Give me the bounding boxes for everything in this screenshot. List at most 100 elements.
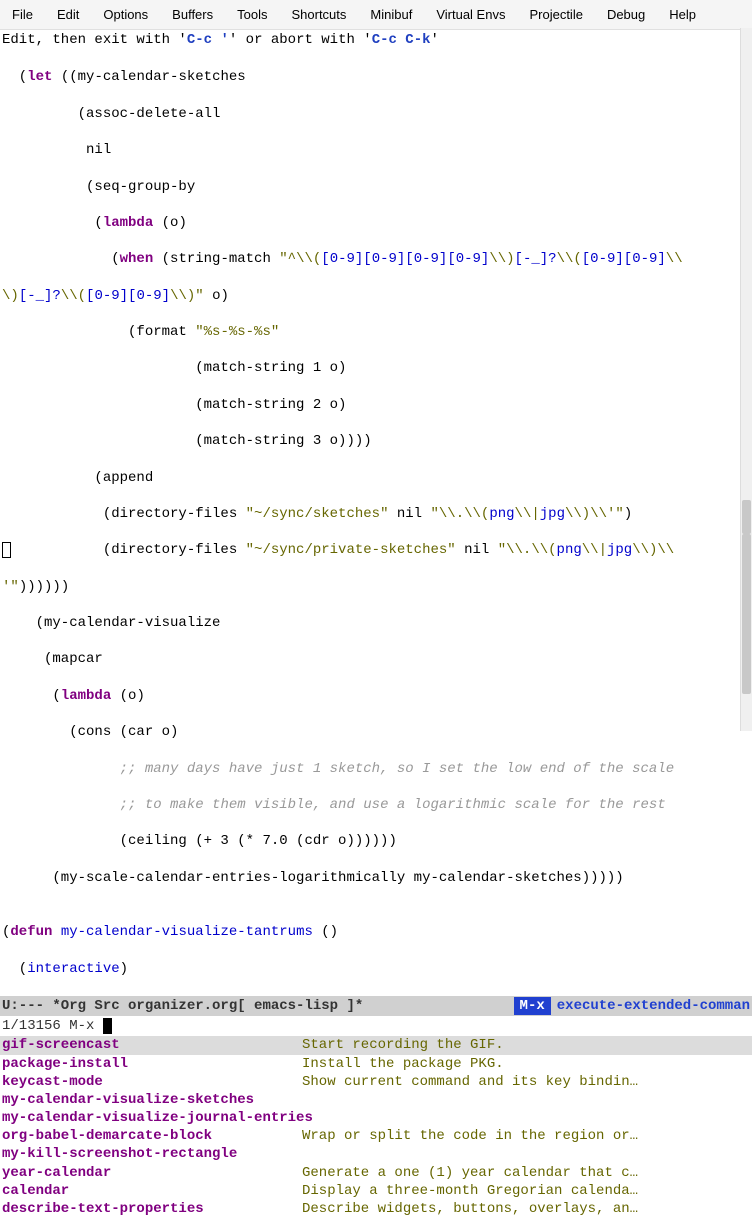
regex-esc: \\| — [515, 506, 540, 522]
regex-esc: \\ — [666, 251, 683, 267]
string: . — [456, 506, 464, 522]
completion-item[interactable]: keycast-modeShow current command and its… — [0, 1073, 752, 1091]
regex-esc: \\)\\ — [632, 542, 674, 558]
edit-hint-mid: ' or abort with ' — [229, 32, 372, 48]
string: "~/sync/private-sketches" — [246, 542, 456, 558]
regex-esc: \) — [2, 288, 19, 304]
completion-item[interactable]: describe-text-propertiesDescribe widgets… — [0, 1200, 752, 1218]
code-text: ( — [2, 688, 61, 704]
minibuffer-status[interactable]: 1/13156 M-x — [0, 1016, 752, 1036]
regex-esc: \\ — [506, 542, 523, 558]
completion-desc: Wrap or split the code in the region or… — [302, 1127, 638, 1145]
code-text: (my-calendar-visualize — [2, 615, 220, 631]
menu-debug[interactable]: Debug — [595, 4, 657, 25]
menu-file[interactable]: File — [0, 4, 45, 25]
completion-cmd: keycast-mode — [2, 1073, 302, 1091]
completion-item[interactable]: package-installInstall the package PKG. — [0, 1055, 752, 1073]
string: "%s-%s-%s" — [195, 324, 279, 340]
regex-grp: png — [557, 542, 582, 558]
completion-list: gif-screencastStart recording the GIF.pa… — [0, 1036, 752, 1218]
regex-esc: \\( — [557, 251, 582, 267]
regex-grp: [-_]? — [19, 288, 61, 304]
code-buffer[interactable]: ( let ((my-calendar-sketches (assoc-delet… — [0, 50, 752, 996]
scrollbar-thumb-2[interactable] — [742, 534, 751, 694]
completion-item[interactable]: my-kill-screenshot-rectangle — [0, 1145, 752, 1163]
completion-item[interactable]: my-calendar-visualize-journal-entries — [0, 1109, 752, 1127]
menu-tools[interactable]: Tools — [225, 4, 279, 25]
completion-cmd: gif-screencast — [2, 1036, 302, 1054]
code-text: (string-match — [153, 251, 279, 267]
menu-edit[interactable]: Edit — [45, 4, 91, 25]
string: "~/sync/sketches" — [246, 506, 389, 522]
completion-desc: Start recording the GIF. — [302, 1036, 504, 1054]
edit-hint-suffix: ' — [431, 32, 439, 48]
code-text: (match-string 2 o) — [2, 397, 346, 413]
code-text: ((my-calendar-sketches — [52, 69, 245, 85]
code-text — [2, 797, 120, 813]
menu-virtual-envs[interactable]: Virtual Envs — [424, 4, 517, 25]
code-text: (o) — [153, 215, 187, 231]
completion-cmd: org-babel-demarcate-block — [2, 1127, 302, 1145]
menu-options[interactable]: Options — [91, 4, 160, 25]
fn-name: interactive — [27, 961, 119, 977]
code-text: ( — [2, 961, 27, 977]
code-text — [2, 761, 120, 777]
string: " — [615, 506, 623, 522]
string: "^ — [279, 251, 296, 267]
keyword-lambda: lambda — [61, 688, 111, 704]
completion-item[interactable]: year-calendarGenerate a one (1) year cal… — [0, 1164, 752, 1182]
scrollbar[interactable] — [740, 28, 752, 731]
string: " — [430, 506, 438, 522]
regex-esc: \\( — [61, 288, 86, 304]
fn-name: my-calendar-visualize-tantrums — [61, 924, 313, 940]
regex-esc: \\ — [439, 506, 456, 522]
code-text — [52, 924, 60, 940]
completion-cmd: year-calendar — [2, 1164, 302, 1182]
regex-esc: \\( — [296, 251, 321, 267]
menu-minibuf[interactable]: Minibuf — [358, 4, 424, 25]
code-text: ( — [2, 215, 103, 231]
keyword-defun: defun — [10, 924, 52, 940]
completion-cmd: my-calendar-visualize-sketches — [2, 1091, 302, 1109]
edit-hint-key2: C-c C-k — [372, 32, 431, 48]
edit-hint-prefix: Edit, then exit with ' — [2, 32, 187, 48]
code-text: (o) — [111, 688, 145, 704]
modeline-cmd: execute-extended-comman — [551, 997, 750, 1015]
completion-desc: Generate a one (1) year calendar that c… — [302, 1164, 638, 1182]
regex-esc: \\( — [464, 506, 489, 522]
completion-cmd: my-calendar-visualize-journal-entries — [2, 1109, 302, 1127]
code-text: () — [313, 924, 338, 940]
code-text: (seq-group-by — [2, 179, 195, 195]
modeline-buffer: U:--- *Org Src organizer.org[ emacs-lisp… — [2, 997, 363, 1015]
regex-esc: \\) — [489, 251, 514, 267]
code-text: (append — [2, 470, 153, 486]
regex-esc: \\) — [170, 288, 195, 304]
regex-esc: \\)\\' — [565, 506, 615, 522]
code-text: ) — [120, 961, 128, 977]
completion-item[interactable]: my-calendar-visualize-sketches — [0, 1091, 752, 1109]
menu-buffers[interactable]: Buffers — [160, 4, 225, 25]
code-text: (directory-files — [2, 542, 246, 558]
completion-item[interactable]: gif-screencastStart recording the GIF. — [0, 1036, 752, 1054]
menu-help[interactable]: Help — [657, 4, 708, 25]
code-text: (my-scale-calendar-entries-logarithmical… — [2, 870, 624, 886]
completion-item[interactable]: org-babel-demarcate-blockWrap or split t… — [0, 1127, 752, 1145]
keyword-let: let — [27, 69, 52, 85]
regex-esc: \\( — [531, 542, 556, 558]
modeline: U:--- *Org Src organizer.org[ emacs-lisp… — [0, 996, 752, 1016]
code-text: (assoc-delete-all — [2, 106, 220, 122]
code-text: )))))) — [19, 579, 69, 595]
menu-projectile[interactable]: Projectile — [517, 4, 594, 25]
completion-desc: Show current command and its key bindin… — [302, 1073, 638, 1091]
menu-shortcuts[interactable]: Shortcuts — [279, 4, 358, 25]
scrollbar-thumb-1[interactable] — [742, 500, 751, 534]
menubar: FileEditOptionsBuffersToolsShortcutsMini… — [0, 0, 752, 30]
regex-grp: [0-9][0-9] — [86, 288, 170, 304]
completion-item[interactable]: calendarDisplay a three-month Gregorian … — [0, 1182, 752, 1200]
code-text: ( — [2, 924, 10, 940]
comment: ;; many days have just 1 sketch, so I se… — [120, 761, 675, 777]
regex-grp: jpg — [540, 506, 565, 522]
completion-desc: Describe widgets, buttons, overlays, an… — [302, 1200, 638, 1218]
code-text: (ceiling (+ 3 (* 7.0 (cdr o)))))) — [2, 833, 397, 849]
regex-grp: [-_]? — [515, 251, 557, 267]
